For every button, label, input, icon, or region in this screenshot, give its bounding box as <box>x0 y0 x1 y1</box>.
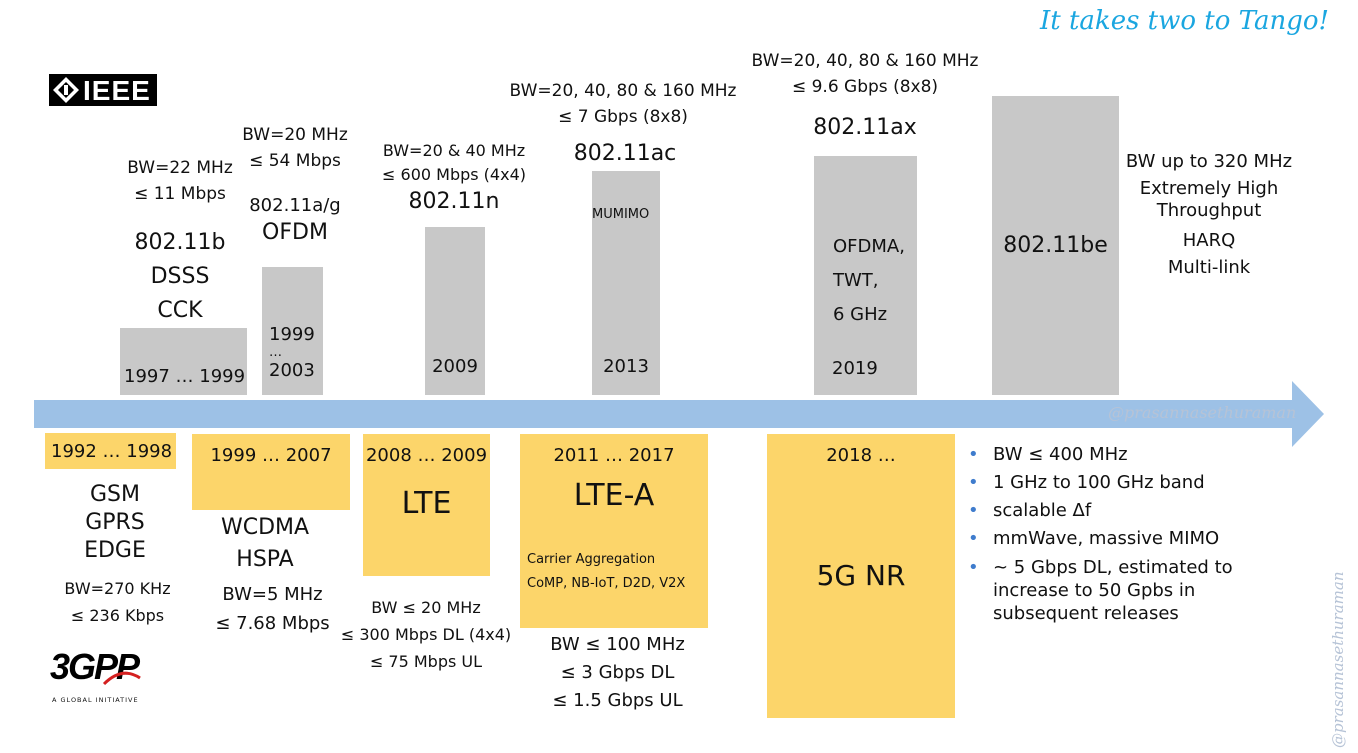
slide-title: It takes two to Tango! <box>1040 6 1329 36</box>
cell-2g-specs: BW=270 KHz ≤ 236 Kbps <box>64 579 171 625</box>
wifi-ag-spec: BW=20 MHz ≤ 54 Mbps <box>242 125 348 171</box>
timeline-arrow <box>34 381 1324 447</box>
watermark-timeline: @prasannasethuraman <box>1108 403 1297 422</box>
wifi-n-label: 802.11n <box>408 189 500 214</box>
cell-3g-specs: BW=5 MHz ≤ 7.68 Mbps <box>215 584 330 634</box>
wifi-ax-label: 802.11ax <box>813 115 917 140</box>
wifi-ag-label: 802.11a/g OFDM <box>249 195 341 245</box>
cell-ltea-box: 2011 … 2017 LTE-A Carrier Aggregation CoM… <box>520 434 708 628</box>
wifi-b-spec: BW=22 MHz ≤ 11 Mbps <box>127 158 233 204</box>
bullet-item: ~ 5 Gbps DL, estimated to increase to 50… <box>966 556 1256 626</box>
cell-2g-techs: GSM GPRS EDGE <box>84 482 146 563</box>
cell-lte-box: 2008 … 2009 LTE <box>363 434 490 576</box>
ieee-logo: IEEE <box>49 74 157 106</box>
cell-3g-year-box: 1999 … 2007 <box>192 434 350 510</box>
wifi-ac-spec: BW=20, 40, 80 & 160 MHz ≤ 7 Gbps (8x8) <box>509 81 737 127</box>
cell-ltea-specs: BW ≤ 100 MHz ≤ 3 Gbps DL ≤ 1.5 Gbps UL <box>550 634 685 711</box>
ieee-diamond-icon <box>53 77 79 103</box>
threegpp-swoosh-icon <box>102 671 141 686</box>
cell-2g-year-box: 1992 … 1998 <box>45 433 176 469</box>
threegpp-logo: 3GPP A GLOBAL INITIATIVE <box>50 646 170 706</box>
wifi-b-bar: 1997 … 1999 <box>120 328 247 395</box>
cell-5g-bullets: BW ≤ 400 MHz 1 GHz to 100 GHz band scala… <box>966 441 1256 626</box>
cell-5g-box: 2018 … 5G NR <box>767 434 955 718</box>
bullet-item: mmWave, massive MIMO <box>966 525 1256 553</box>
cell-3g-techs: WCDMA HSPA <box>220 515 310 572</box>
bullet-item: 1 GHz to 100 GHz band <box>966 469 1256 497</box>
wifi-ax-bar: OFDMA, TWT, 6 GHz 2019 <box>814 156 917 395</box>
wifi-ac-label: 802.11ac <box>573 141 677 166</box>
bullet-item: BW ≤ 400 MHz <box>966 441 1256 469</box>
wifi-n-bar: 2009 <box>425 227 485 395</box>
wifi-n-spec: BW=20 & 40 MHz ≤ 600 Mbps (4x4) <box>382 141 526 184</box>
wifi-ax-spec: BW=20, 40, 80 & 160 MHz ≤ 9.6 Gbps (8x8) <box>751 51 979 97</box>
wifi-ac-bar: MUMIMO 2013 <box>592 171 660 395</box>
wifi-ag-bar: 1999… 2003 <box>262 267 323 395</box>
wifi-b-label: 802.11b DSSS CCK <box>134 230 226 323</box>
ieee-wordmark: IEEE <box>83 75 151 106</box>
bullet-item: scalable Δf <box>966 497 1256 525</box>
wifi-be-bar: 802.11be <box>992 96 1119 395</box>
cell-lte-specs: BW ≤ 20 MHz ≤ 300 Mbps DL (4x4) ≤ 75 Mbps … <box>340 598 512 671</box>
watermark-vertical: @prasannasethuraman <box>1329 571 1347 748</box>
wifi-be-features: BW up to 320 MHz Extremely High Throughp… <box>1125 151 1293 278</box>
